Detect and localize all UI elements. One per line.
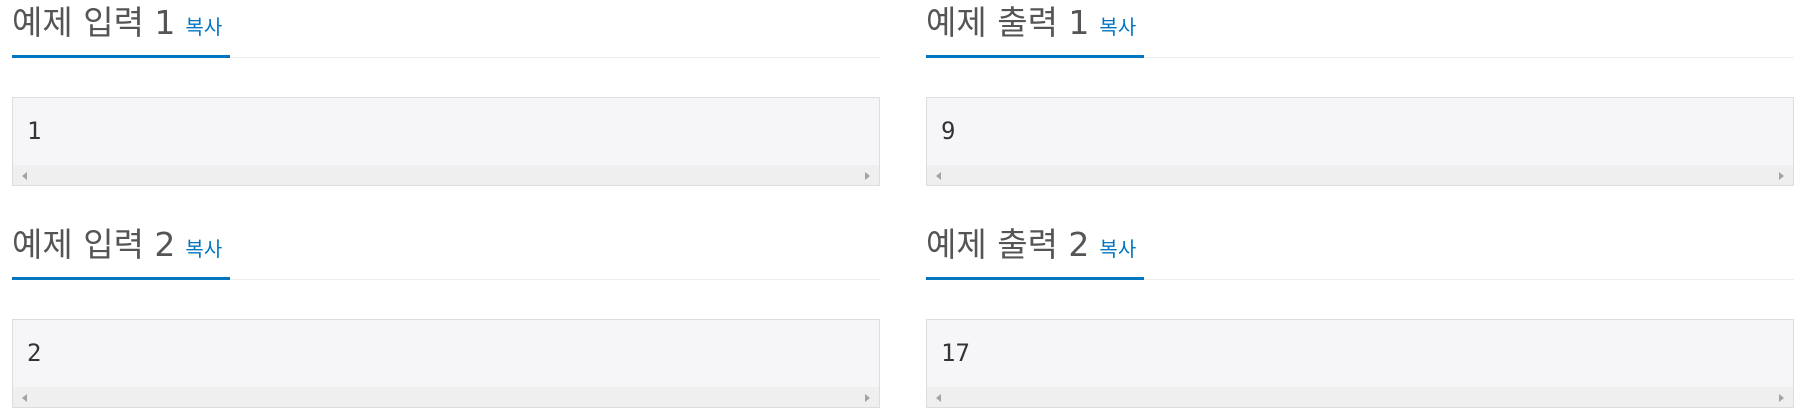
sample-output-1-copy-button[interactable]: 복사: [1099, 15, 1137, 39]
sample-output-2-headline: 예제 출력 2 복사: [926, 222, 1794, 280]
sample-input-2-scrollbar[interactable]: [13, 387, 879, 407]
sample-output-2-box: 17: [926, 319, 1794, 408]
sample-input-1-value: 1: [27, 117, 42, 145]
scroll-left-arrow-icon[interactable]: [22, 172, 27, 180]
sample-input-1-tab: 예제 입력 1 복사: [12, 1, 231, 58]
sample-input-2-value: 2: [27, 339, 42, 367]
sample-output-1-scrollbar[interactable]: [927, 165, 1793, 185]
scroll-right-arrow-icon[interactable]: [865, 172, 870, 180]
sample-input-1-headline: 예제 입력 1 복사: [12, 0, 880, 58]
sample-output-2-copy-button[interactable]: 복사: [1099, 237, 1137, 261]
sample-input-1-box: 1: [12, 97, 880, 186]
scroll-right-arrow-icon[interactable]: [865, 394, 870, 402]
sample-input-1-scrollbar[interactable]: [13, 165, 879, 185]
sample-input-1: 예제 입력 1 복사 1: [12, 0, 880, 186]
scroll-left-arrow-icon[interactable]: [936, 172, 941, 180]
sample-output-2-title: 예제 출력 2: [926, 225, 1090, 264]
sample-output-2-scrollbar[interactable]: [927, 387, 1793, 407]
sample-input-2: 예제 입력 2 복사 2: [12, 222, 880, 408]
sample-input-2-headline: 예제 입력 2 복사: [12, 222, 880, 280]
scroll-left-arrow-icon[interactable]: [22, 394, 27, 402]
sample-output-1-box: 9: [926, 97, 1794, 186]
sample-input-1-title: 예제 입력 1: [12, 3, 176, 42]
sample-output-1-title: 예제 출력 1: [926, 3, 1090, 42]
scroll-left-arrow-icon[interactable]: [936, 394, 941, 402]
scroll-right-arrow-icon[interactable]: [1779, 172, 1784, 180]
sample-output-1: 예제 출력 1 복사 9: [926, 0, 1794, 186]
sample-output-1-value: 9: [941, 117, 956, 145]
scroll-right-arrow-icon[interactable]: [1779, 394, 1784, 402]
sample-output-2-value: 17: [941, 339, 970, 367]
sample-output-1-headline: 예제 출력 1 복사: [926, 0, 1794, 58]
sample-output-2-tab: 예제 출력 2 복사: [926, 223, 1145, 280]
sample-input-2-copy-button[interactable]: 복사: [185, 237, 223, 261]
sample-input-2-tab: 예제 입력 2 복사: [12, 223, 231, 280]
sample-input-2-title: 예제 입력 2: [12, 225, 176, 264]
sample-input-2-box: 2: [12, 319, 880, 408]
sample-input-1-copy-button[interactable]: 복사: [185, 15, 223, 39]
sample-output-2: 예제 출력 2 복사 17: [926, 222, 1794, 408]
sample-output-1-tab: 예제 출력 1 복사: [926, 1, 1145, 58]
